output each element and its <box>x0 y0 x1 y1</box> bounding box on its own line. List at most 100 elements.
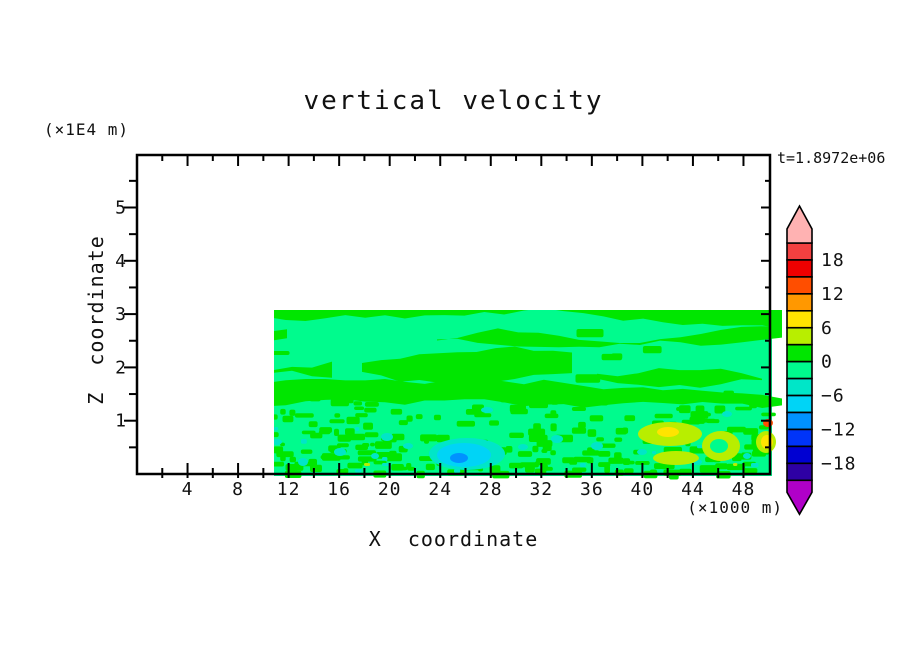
contour-speckle <box>175 463 181 466</box>
x-tick-label: 4 <box>182 479 194 500</box>
contour-speckle <box>624 415 636 422</box>
contour-speckle <box>160 422 178 429</box>
contour-speckle <box>576 329 604 338</box>
colorbar-tick-label: −6 <box>821 386 845 407</box>
colorbar-over-arrow <box>786 204 813 244</box>
contour-speckle <box>569 460 578 465</box>
contour-speckle <box>509 462 524 469</box>
contour-speckle <box>167 393 180 401</box>
contour-speckle <box>510 408 528 415</box>
contour-speckle <box>550 450 556 456</box>
colorbar-segment <box>786 394 813 414</box>
contour-speckle <box>246 444 256 449</box>
contour-speckle <box>355 413 368 418</box>
contour-fleck <box>371 453 379 459</box>
feature-blob <box>710 439 728 453</box>
contour-speckle <box>280 408 286 415</box>
contour-speckle <box>751 463 759 468</box>
colorbar-segment <box>786 411 813 431</box>
contour-speckle <box>689 449 706 454</box>
contour-speckle <box>697 412 711 417</box>
contour-speckle <box>398 466 408 471</box>
contour-speckle <box>622 427 629 434</box>
chart-title: vertical velocity <box>303 86 604 116</box>
contour-speckle <box>357 450 376 456</box>
contour-speckle <box>289 456 296 463</box>
contour-speckle <box>362 443 370 447</box>
colorbar-segment <box>786 343 813 363</box>
colorbar-segment <box>786 242 813 261</box>
contour-speckle <box>274 461 285 467</box>
colorbar-tick-label: 0 <box>821 352 833 373</box>
colorbar-segment <box>786 309 813 329</box>
colorbar-tick-label: 12 <box>821 284 845 305</box>
contour-speckle <box>203 409 217 415</box>
contour-band <box>362 346 572 386</box>
contour-fleck <box>334 448 346 456</box>
y-tick-label: 5 <box>115 198 126 219</box>
contour-speckle <box>454 469 461 473</box>
contour-speckle <box>263 439 271 445</box>
contour-speckle <box>456 420 475 427</box>
contour-speckle <box>500 396 516 403</box>
feature-blob <box>657 427 679 437</box>
contour-fleck <box>274 439 282 445</box>
contour-speckle <box>355 469 362 473</box>
contour-speckle <box>221 451 235 457</box>
contour-speckle <box>382 463 390 466</box>
contour-speckle <box>375 441 392 449</box>
contour-speckle <box>181 459 187 467</box>
x-tick-label: 32 <box>529 479 553 500</box>
contour-speckle <box>433 392 441 400</box>
contour-fleck <box>637 449 647 455</box>
colorbar-segment <box>786 276 813 295</box>
contour-speckle <box>581 396 597 403</box>
contour-speckle <box>611 353 623 360</box>
contour-speckle <box>726 463 746 471</box>
contour-speckle <box>166 455 179 459</box>
contour-speckle <box>443 354 454 362</box>
contour-fleck <box>298 458 308 466</box>
contour-speckle <box>587 429 597 437</box>
contour-speckle <box>334 413 341 418</box>
contour-speckle <box>210 441 219 448</box>
colorbar-segment <box>786 377 813 397</box>
contour-speckle <box>401 389 417 394</box>
contour-speckle <box>310 432 323 439</box>
contour-speckle <box>591 401 608 406</box>
contour-speckle <box>330 398 349 407</box>
x-tick-label: 16 <box>327 479 351 500</box>
contour-band <box>597 368 762 388</box>
contour-speckle <box>714 405 726 414</box>
contour-speckle <box>173 401 180 405</box>
feature-blob <box>169 428 231 462</box>
contour-speckle <box>652 451 657 455</box>
y-axis-units: (×1E4 m) <box>44 120 130 139</box>
contour-speckle <box>582 450 600 456</box>
contour-speckle <box>294 413 314 418</box>
contour-speckle <box>364 407 377 413</box>
contour-speckle <box>154 461 160 465</box>
contour-speckle <box>370 442 375 447</box>
contour-speckle <box>599 443 616 448</box>
contour-speckle <box>571 427 587 434</box>
contour-speckle <box>232 413 251 417</box>
contour-speckle <box>146 397 154 403</box>
colorbar-under-arrow <box>786 479 813 516</box>
x-axis-title: X coordinate <box>368 527 539 551</box>
contour-fleck <box>220 461 234 469</box>
contour-field <box>146 310 782 480</box>
feature-blob <box>450 453 468 463</box>
contour-speckle <box>354 406 365 410</box>
contour-speckle <box>195 370 213 375</box>
contour-speckle <box>265 469 270 473</box>
contour-speckle <box>364 463 371 466</box>
contour-speckle <box>543 466 553 471</box>
contour-speckle <box>391 396 404 402</box>
contour-speckle <box>389 450 397 457</box>
colorbar-segment <box>786 293 813 312</box>
contour-speckle <box>571 407 586 411</box>
contour-fleck <box>481 407 493 413</box>
